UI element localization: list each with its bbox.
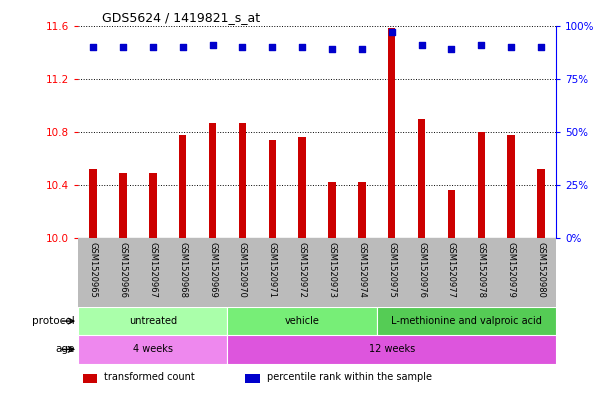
Point <box>506 44 516 50</box>
Bar <box>90 169 97 238</box>
Text: transformed count: transformed count <box>105 372 195 382</box>
Bar <box>358 182 365 238</box>
Text: GSM1520972: GSM1520972 <box>297 242 307 298</box>
Bar <box>328 182 336 238</box>
Point <box>447 46 456 52</box>
Text: L-methionine and valproic acid: L-methionine and valproic acid <box>391 316 542 326</box>
Text: age: age <box>56 344 75 354</box>
Point <box>327 46 337 52</box>
Bar <box>298 137 306 238</box>
Text: GSM1520969: GSM1520969 <box>208 242 217 298</box>
Text: GSM1520979: GSM1520979 <box>507 242 516 298</box>
Bar <box>209 123 216 238</box>
Point <box>536 44 546 50</box>
Point <box>208 42 218 48</box>
Bar <box>83 374 97 383</box>
Bar <box>418 119 426 238</box>
Bar <box>227 307 377 335</box>
Text: GSM1520973: GSM1520973 <box>328 242 337 298</box>
Bar <box>537 169 545 238</box>
Text: GSM1520980: GSM1520980 <box>537 242 546 298</box>
Text: GSM1520965: GSM1520965 <box>88 242 97 298</box>
Bar <box>239 123 246 238</box>
Point <box>237 44 247 50</box>
Text: GSM1520968: GSM1520968 <box>178 242 187 298</box>
Point <box>148 44 157 50</box>
Text: GSM1520966: GSM1520966 <box>118 242 127 298</box>
Text: GDS5624 / 1419821_s_at: GDS5624 / 1419821_s_at <box>102 11 260 24</box>
Bar <box>227 335 556 364</box>
Bar <box>269 140 276 238</box>
Text: untreated: untreated <box>129 316 177 326</box>
Point <box>88 44 98 50</box>
Bar <box>78 307 227 335</box>
Text: 12 weeks: 12 weeks <box>368 344 415 354</box>
Text: GSM1520975: GSM1520975 <box>387 242 396 298</box>
Point <box>477 42 486 48</box>
Text: GSM1520971: GSM1520971 <box>267 242 276 298</box>
Bar <box>388 28 395 238</box>
Text: vehicle: vehicle <box>285 316 320 326</box>
Point <box>387 29 397 35</box>
Bar <box>179 134 186 238</box>
Bar <box>149 173 156 238</box>
Point <box>178 44 188 50</box>
Text: percentile rank within the sample: percentile rank within the sample <box>267 372 432 382</box>
Bar <box>245 374 260 383</box>
Point <box>118 44 128 50</box>
Bar <box>448 190 455 238</box>
Point <box>297 44 307 50</box>
Point <box>267 44 277 50</box>
Bar <box>78 335 227 364</box>
Text: 4 weeks: 4 weeks <box>133 344 172 354</box>
Point <box>416 42 426 48</box>
Point <box>357 46 367 52</box>
Text: GSM1520977: GSM1520977 <box>447 242 456 298</box>
Text: protocol: protocol <box>32 316 75 326</box>
Text: GSM1520967: GSM1520967 <box>148 242 157 298</box>
Text: GSM1520978: GSM1520978 <box>477 242 486 298</box>
Bar <box>478 132 485 238</box>
Text: GSM1520970: GSM1520970 <box>238 242 247 298</box>
Bar <box>507 134 515 238</box>
Bar <box>119 173 127 238</box>
Text: GSM1520976: GSM1520976 <box>417 242 426 298</box>
Bar <box>377 307 556 335</box>
Text: GSM1520974: GSM1520974 <box>358 242 367 298</box>
